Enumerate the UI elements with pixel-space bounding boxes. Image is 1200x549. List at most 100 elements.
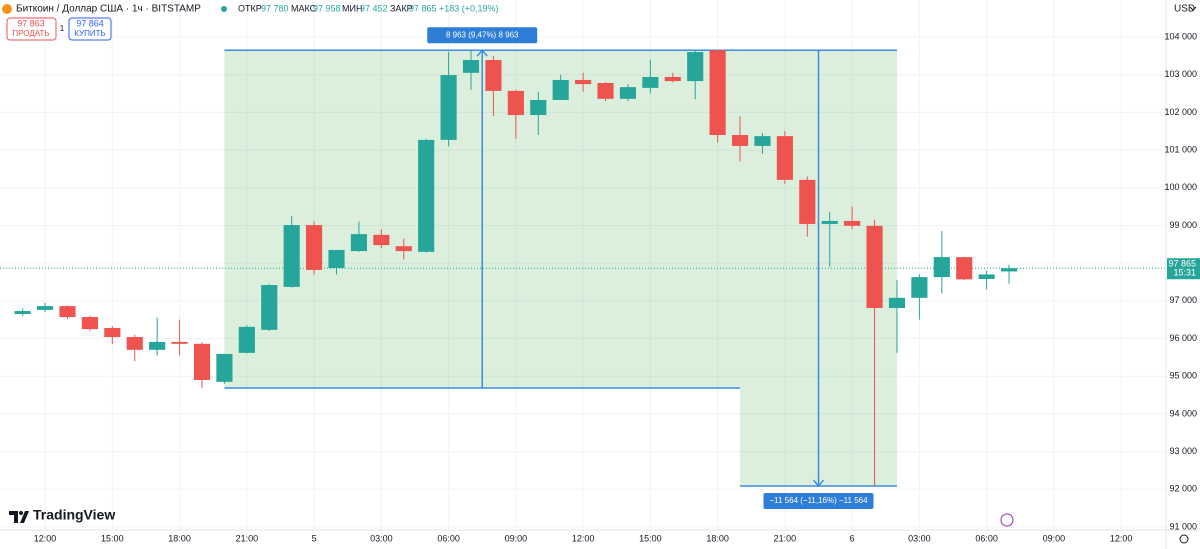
x-tick-label: 06:00	[975, 533, 998, 543]
candle-body	[126, 337, 143, 350]
x-tick-label: 21:00	[236, 533, 259, 543]
measure-arrowhead	[812, 479, 825, 488]
y-tick-label: 96 000	[1169, 333, 1197, 343]
ohlc-value: 97 780	[261, 3, 289, 13]
y-tick-label: 103 000	[1164, 69, 1197, 79]
y-tick-label: 94 000	[1169, 408, 1197, 418]
sell-button[interactable]	[6, 17, 57, 41]
symbol-icon	[2, 4, 12, 14]
candle-body	[709, 50, 726, 136]
candle-body	[149, 341, 166, 350]
candle-body	[373, 234, 390, 246]
logo: TradingView	[9, 507, 115, 523]
x-tick-label: 15:00	[639, 533, 662, 543]
settings-icon[interactable]	[1179, 534, 1189, 544]
candle-body	[956, 257, 973, 280]
x-tick-label: 21:00	[774, 533, 797, 543]
candle-body	[261, 285, 278, 330]
candle-body	[933, 257, 950, 278]
buy-button[interactable]	[68, 17, 112, 41]
last-price-tag	[1167, 258, 1200, 280]
y-tick-label: 92 000	[1169, 484, 1197, 494]
candle-body	[193, 343, 211, 380]
currency-caret	[1189, 6, 1197, 11]
x-tick-label: 12:00	[1110, 533, 1133, 543]
ohlc-label: ЗАКР	[390, 3, 413, 13]
candle-body	[507, 90, 524, 116]
y-tick-label: 102 000	[1164, 107, 1197, 117]
x-tick-label: 09:00	[505, 533, 528, 543]
x-tick-label: 09:00	[1043, 533, 1066, 543]
last-price-label: 97 865	[1168, 259, 1196, 269]
buy-label: КУПИТЬ	[74, 29, 105, 38]
candle-body	[597, 82, 614, 99]
measure-label: 8 963 (9,47%) 8 963	[446, 30, 519, 39]
candle-body	[866, 225, 883, 309]
candle-body	[978, 274, 995, 279]
candle-body	[462, 60, 480, 73]
x-tick-label: 12:00	[34, 533, 57, 543]
candle-body	[395, 246, 412, 252]
ohlc-label: МАКС	[291, 3, 317, 13]
candle-body	[171, 341, 188, 344]
candle-body	[619, 87, 637, 99]
candle-body	[104, 327, 121, 338]
plot-area: 8 963 (9,47%) 8 963 −11 564 (−11,16%) −11…	[0, 0, 1166, 530]
candle-body	[844, 220, 861, 226]
x-tick-label: 5	[312, 533, 317, 543]
x-tick-label: 12:00	[572, 533, 595, 543]
x-tick-label: 15:00	[101, 533, 124, 543]
candle-body	[238, 326, 255, 353]
y-tick-label: 93 000	[1169, 446, 1197, 456]
candle-body	[59, 306, 76, 318]
candle-body	[799, 179, 816, 224]
ohlc-label: МИН	[342, 3, 362, 13]
y-tick-label: 104 000	[1164, 31, 1197, 41]
y-tick-label: 95 000	[1169, 371, 1197, 381]
candle-body	[664, 76, 681, 82]
logo-text: TradingView	[33, 507, 115, 523]
overlay: 8 963 (9,47%) 8 963 −11 564 (−11,16%) −11…	[224, 27, 897, 510]
alert-icon[interactable]	[1000, 513, 1014, 527]
candle-body	[731, 135, 749, 146]
symbol: Биткоин / Доллар США · 1ч · BITSTAMP	[16, 4, 201, 15]
ohlc-change: +183 (+0,19%)	[439, 3, 499, 13]
market-status	[221, 6, 227, 12]
sell-label: ПРОДАТЬ	[12, 29, 49, 38]
measure-label-bg	[427, 27, 538, 44]
candle-body	[306, 225, 323, 270]
y-tick-label: 101 000	[1164, 144, 1197, 154]
candle-body	[440, 75, 457, 140]
x-tick-label: 06:00	[437, 533, 460, 543]
candle-body	[485, 60, 502, 91]
y-tick-label: 99 000	[1169, 220, 1197, 230]
measure-label-bg	[763, 493, 874, 510]
candle-body	[350, 234, 367, 252]
measure-label: −11 564 (−11,16%) −11 564	[769, 496, 868, 505]
candle-body	[530, 99, 547, 116]
candle-body	[552, 79, 569, 100]
candle-body	[687, 52, 704, 82]
candle-body	[14, 311, 31, 315]
y-tick-label: 91 000	[1169, 521, 1197, 531]
x-tick-label: 03:00	[908, 533, 931, 543]
candle-body	[575, 79, 592, 85]
y-tick-label: 100 000	[1164, 182, 1197, 192]
candle-body	[754, 136, 771, 146]
candle-body	[821, 220, 838, 224]
x-tick-label: 6	[850, 533, 855, 543]
logo-icon-dot	[19, 511, 23, 515]
ohlc-label: ОТКР	[238, 3, 262, 13]
candle-body	[418, 139, 435, 252]
countdown-label: 15:31	[1173, 268, 1196, 278]
quantity: 1	[60, 24, 65, 33]
candle-body	[888, 297, 906, 309]
candle-body	[283, 225, 300, 287]
currency[interactable]: USD	[1174, 4, 1195, 15]
x-tick-label: 18:00	[706, 533, 729, 543]
candle-body	[776, 136, 793, 180]
ohlc-value: 97 452	[360, 3, 388, 13]
candle-body	[36, 306, 54, 310]
logo-icon	[9, 511, 29, 523]
